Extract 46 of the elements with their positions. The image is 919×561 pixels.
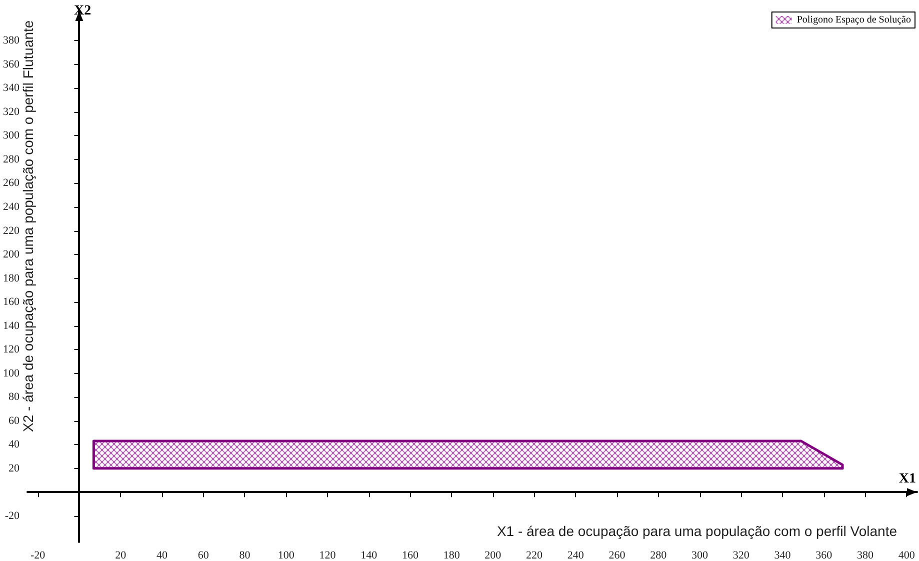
y-tick-label: 260 (3, 177, 20, 190)
x-tick-label: 280 (650, 550, 668, 561)
annotation: X1 (898, 472, 916, 486)
y-tick-label: 320 (3, 106, 20, 118)
x-tick-label: 100 (278, 550, 295, 561)
y-tick-label: 40 (8, 438, 20, 451)
annotation: X2 (74, 4, 92, 18)
y-tick-label: 240 (3, 201, 20, 214)
y-tick-label: 120 (3, 344, 20, 356)
y-tick-label: 200 (3, 248, 20, 261)
x-tick-label: 320 (732, 550, 750, 561)
y-tick-label: 280 (3, 153, 20, 166)
x-axis-title: X1 - área de ocupação para uma população com o perfil Volante (496, 523, 898, 539)
y-tick-label: 160 (3, 296, 20, 308)
x-tick-label: 400 (898, 550, 916, 561)
x-tick-label: 180 (443, 550, 460, 561)
x-tick-label: 260 (608, 550, 626, 561)
x-tick-label: 240 (567, 550, 584, 561)
y-tick-label: 220 (3, 224, 20, 237)
y-tick-label: 300 (3, 130, 20, 142)
y-tick-label: 20 (8, 462, 20, 474)
y-tick-label: 340 (3, 82, 20, 94)
x-tick-label: 380 (857, 550, 874, 561)
x-tick-label: 60 (198, 550, 210, 561)
y-tick-label: 180 (3, 272, 20, 284)
y-tick-label: 140 (3, 320, 20, 332)
x-tick-label: 200 (484, 550, 502, 561)
x-tick-label: 80 (239, 550, 251, 561)
y-axis-title: X2 - área de ocupação para uma população com o perfil Flutuante (20, 20, 36, 432)
y-tick-label: 380 (3, 34, 20, 47)
x-tick-label: 300 (692, 550, 709, 561)
x-tick-label: 160 (402, 550, 419, 561)
x-tick-label: -20 (30, 550, 46, 561)
x-tick-label: 120 (319, 550, 336, 561)
legend-label: Poligono Espaço de Solução (796, 14, 912, 26)
x-tick-label: 140 (360, 550, 378, 561)
y-tick-label: 80 (8, 391, 20, 404)
x-tick-label: 20 (115, 550, 127, 561)
x-tick-label: 340 (774, 550, 792, 561)
y-tick-label: 100 (3, 367, 20, 380)
y-tick-label: 360 (3, 58, 20, 70)
y-tick-label: -20 (4, 510, 20, 522)
x-tick-label: 220 (526, 550, 544, 561)
x-tick-label: 40 (156, 550, 168, 561)
x-tick-label: 360 (816, 550, 833, 561)
y-tick-label: 60 (8, 414, 20, 427)
